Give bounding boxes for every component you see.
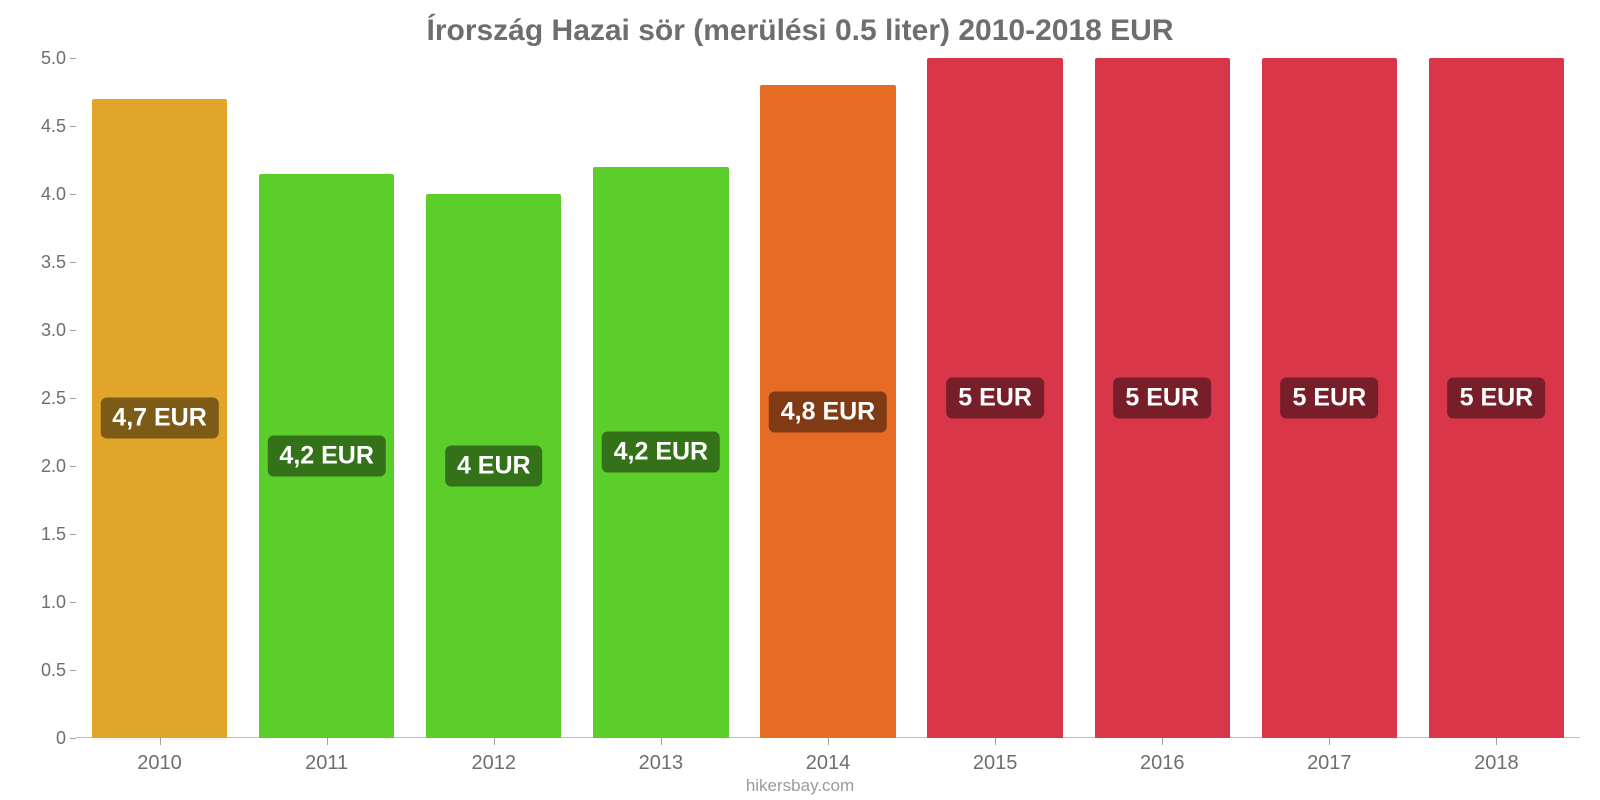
y-tick-label: 1.5 [41, 525, 66, 543]
bar: 4,2 EUR [593, 167, 728, 738]
bar: 5 EUR [1095, 58, 1230, 738]
chart-title: Írország Hazai sör (merülési 0.5 liter) … [0, 0, 1600, 54]
bar-value-label: 4,7 EUR [100, 398, 218, 439]
bar-slot: 5 EUR [1079, 58, 1246, 738]
x-tick-mark [1496, 738, 1497, 745]
bar-slot: 4,2 EUR [243, 58, 410, 738]
y-tick-label: 3.5 [41, 253, 66, 271]
x-tick-mark [661, 738, 662, 745]
attribution-text: hikersbay.com [0, 776, 1600, 796]
x-tick-mark [995, 738, 996, 745]
bar-value-label: 4 EUR [445, 446, 543, 487]
bar-value-label: 4,2 EUR [267, 435, 385, 476]
bar-slot: 4,8 EUR [744, 58, 911, 738]
bar-slot: 4,7 EUR [76, 58, 243, 738]
bar-slot: 4 EUR [410, 58, 577, 738]
x-tick-mark [160, 738, 161, 745]
bar-slot: 5 EUR [1413, 58, 1580, 738]
y-tick-label: 2.0 [41, 457, 66, 475]
y-tick-label: 5.0 [41, 49, 66, 67]
y-tick-label: 0.5 [41, 661, 66, 679]
bar-value-label: 4,2 EUR [602, 432, 720, 473]
x-tick-mark [494, 738, 495, 745]
bar: 4,8 EUR [760, 85, 895, 738]
bar: 5 EUR [927, 58, 1062, 738]
bar-value-label: 5 EUR [1280, 378, 1378, 419]
bar: 5 EUR [1262, 58, 1397, 738]
y-tick-label: 4.0 [41, 185, 66, 203]
bar: 4 EUR [426, 194, 561, 738]
y-tick-label: 3.0 [41, 321, 66, 339]
bar-value-label: 5 EUR [946, 378, 1044, 419]
x-tick-mark [1329, 738, 1330, 745]
bar: 4,2 EUR [259, 174, 394, 738]
x-tick-mark [1162, 738, 1163, 745]
y-tick-label: 0 [56, 729, 66, 747]
bars-group: 4,7 EUR 4,2 EUR 4 EUR 4,2 EUR 4,8 EUR 5 EUR 5 … [76, 58, 1580, 738]
bar-value-label: 5 EUR [1448, 378, 1546, 419]
bar: 5 EUR [1429, 58, 1564, 738]
plot-area: 4,7 EUR 4,2 EUR 4 EUR 4,2 EUR 4,8 EUR 5 EUR 5 … [76, 58, 1580, 738]
x-tick-mark [828, 738, 829, 745]
y-axis: 00.51.01.52.02.53.03.54.04.55.0 [0, 58, 76, 738]
bar-value-label: 4,8 EUR [769, 391, 887, 432]
bar-value-label: 5 EUR [1113, 378, 1211, 419]
y-tick-label: 1.0 [41, 593, 66, 611]
bar: 4,7 EUR [92, 99, 227, 738]
bar-slot: 4,2 EUR [577, 58, 744, 738]
y-tick-label: 4.5 [41, 117, 66, 135]
bar-slot: 5 EUR [1246, 58, 1413, 738]
x-tick-mark [327, 738, 328, 745]
chart-container: Írország Hazai sör (merülési 0.5 liter) … [0, 0, 1600, 800]
y-tick-label: 2.5 [41, 389, 66, 407]
bar-slot: 5 EUR [912, 58, 1079, 738]
